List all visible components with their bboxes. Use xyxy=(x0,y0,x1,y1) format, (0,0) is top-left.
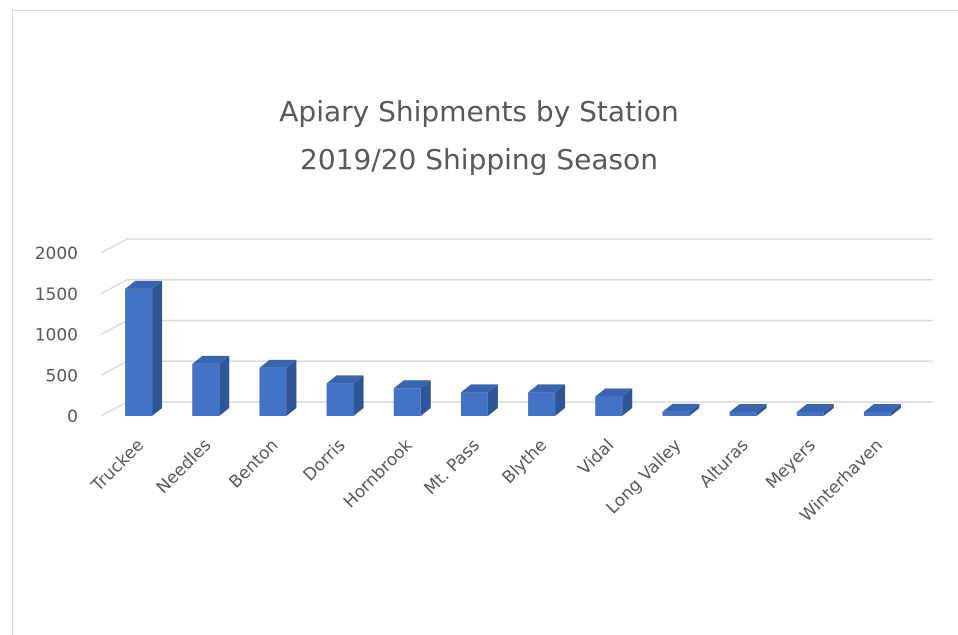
bar-front xyxy=(528,392,556,416)
bar xyxy=(460,384,498,416)
bar-side xyxy=(756,404,767,416)
chart-title-block: Apiary Shipments by Station 2019/20 Ship… xyxy=(0,88,958,184)
bar-side xyxy=(823,404,834,416)
bar-front xyxy=(192,363,220,416)
bar-front xyxy=(393,388,421,416)
x-tick-label: Mt. Pass xyxy=(420,435,484,499)
gridline xyxy=(100,238,933,254)
chart-frame xyxy=(12,10,958,635)
bar-side xyxy=(219,355,230,416)
bar-top xyxy=(393,380,431,389)
x-tick-label: Truckee xyxy=(87,435,148,496)
x-tick-label: Hornbrook xyxy=(340,435,417,512)
bar-front xyxy=(595,396,623,416)
bar-side xyxy=(420,380,431,416)
bar-side xyxy=(487,384,498,416)
bar xyxy=(259,359,297,416)
bar xyxy=(595,388,633,416)
x-tick-label: Alturas xyxy=(696,435,753,492)
y-tick-label: 2000 xyxy=(35,244,78,264)
x-tick-label: Meyers xyxy=(762,435,820,493)
x-tick-label: Vidal xyxy=(575,435,619,479)
bar-top xyxy=(259,359,297,368)
y-axis-ticks: 0 500 1000 1500 2000 xyxy=(35,244,78,427)
bar xyxy=(125,280,163,416)
bar-side xyxy=(152,280,163,416)
bar-top xyxy=(729,404,767,412)
bar xyxy=(796,404,834,416)
bar-top xyxy=(125,280,163,289)
bar xyxy=(326,375,364,416)
gridline xyxy=(100,319,933,336)
bar xyxy=(528,384,566,416)
x-tick-label: Blythe xyxy=(499,435,552,488)
bar-top xyxy=(863,404,901,412)
bar-front xyxy=(460,392,488,416)
chart-subtitle: 2019/20 Shipping Season xyxy=(300,143,658,176)
bar-side xyxy=(353,375,364,416)
y-tick-label: 500 xyxy=(46,366,78,386)
bar-side xyxy=(622,388,633,416)
bar-front xyxy=(326,383,354,416)
bar-front xyxy=(662,411,690,416)
x-tick-label: Dorris xyxy=(300,435,350,485)
bar-front xyxy=(863,412,891,416)
bar-front xyxy=(259,367,287,416)
bar-top xyxy=(796,404,834,412)
bar xyxy=(393,380,431,416)
bar xyxy=(662,403,700,416)
bar xyxy=(863,404,901,416)
bar-side xyxy=(555,384,566,416)
bar xyxy=(192,355,230,416)
x-tick-label: Benton xyxy=(225,435,282,492)
bar-side xyxy=(890,404,901,416)
chart-title: Apiary Shipments by Station xyxy=(279,95,679,128)
y-tick-label: 0 xyxy=(67,407,78,427)
bar-front xyxy=(729,412,757,416)
gridline xyxy=(100,279,933,295)
bar-side xyxy=(286,359,297,416)
bar-top xyxy=(326,375,364,384)
bar-top xyxy=(595,388,633,397)
bar-top xyxy=(192,355,230,364)
bar-front xyxy=(125,288,153,416)
bars xyxy=(125,280,901,416)
bar-front xyxy=(796,412,824,416)
bar-top xyxy=(662,403,700,412)
x-tick-label: Needles xyxy=(153,435,216,498)
bar-top xyxy=(528,384,566,393)
y-tick-label: 1000 xyxy=(35,326,78,346)
bar-side xyxy=(689,403,700,416)
bar-top xyxy=(460,384,498,393)
y-tick-label: 1500 xyxy=(35,285,78,305)
bar xyxy=(729,404,767,416)
